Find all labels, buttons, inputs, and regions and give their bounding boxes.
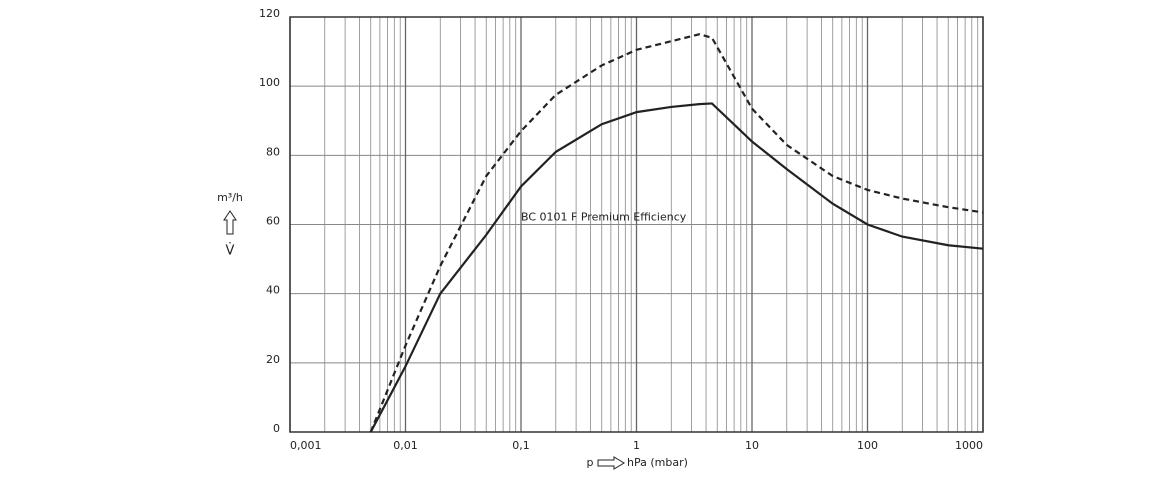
x-axis-label: hPa (mbar)	[627, 456, 688, 469]
x-axis-symbol: p	[587, 456, 594, 469]
x-tick-label: 0,001	[290, 439, 322, 452]
x-tick-label: 0,01	[393, 439, 418, 452]
y-axis-label: m³/h	[217, 191, 243, 204]
line-series	[369, 33, 984, 433]
y-arrow	[223, 210, 237, 235]
x-tick-label: 0,1	[512, 439, 530, 452]
x-tick-label: 1000	[955, 439, 983, 452]
y-tick-label: 0	[273, 422, 280, 435]
y-tick-label: 60	[266, 215, 280, 228]
y-tick-label: 120	[259, 7, 280, 20]
x-arrow	[597, 456, 625, 470]
annotation: BC 0101 F Premium Efficiency	[521, 211, 687, 224]
line-series	[369, 102, 984, 433]
y-axis-symbol: V̇	[226, 243, 235, 258]
y-tick-label: 40	[266, 284, 280, 297]
x-tick-label: 100	[857, 439, 878, 452]
plot-frame	[289, 16, 984, 433]
y-tick-label: 80	[266, 145, 280, 158]
x-tick-label: 1	[633, 439, 640, 452]
x-tick-label: 10	[745, 439, 759, 452]
y-tick-label: 100	[259, 76, 280, 89]
y-tick-label: 20	[266, 353, 280, 366]
